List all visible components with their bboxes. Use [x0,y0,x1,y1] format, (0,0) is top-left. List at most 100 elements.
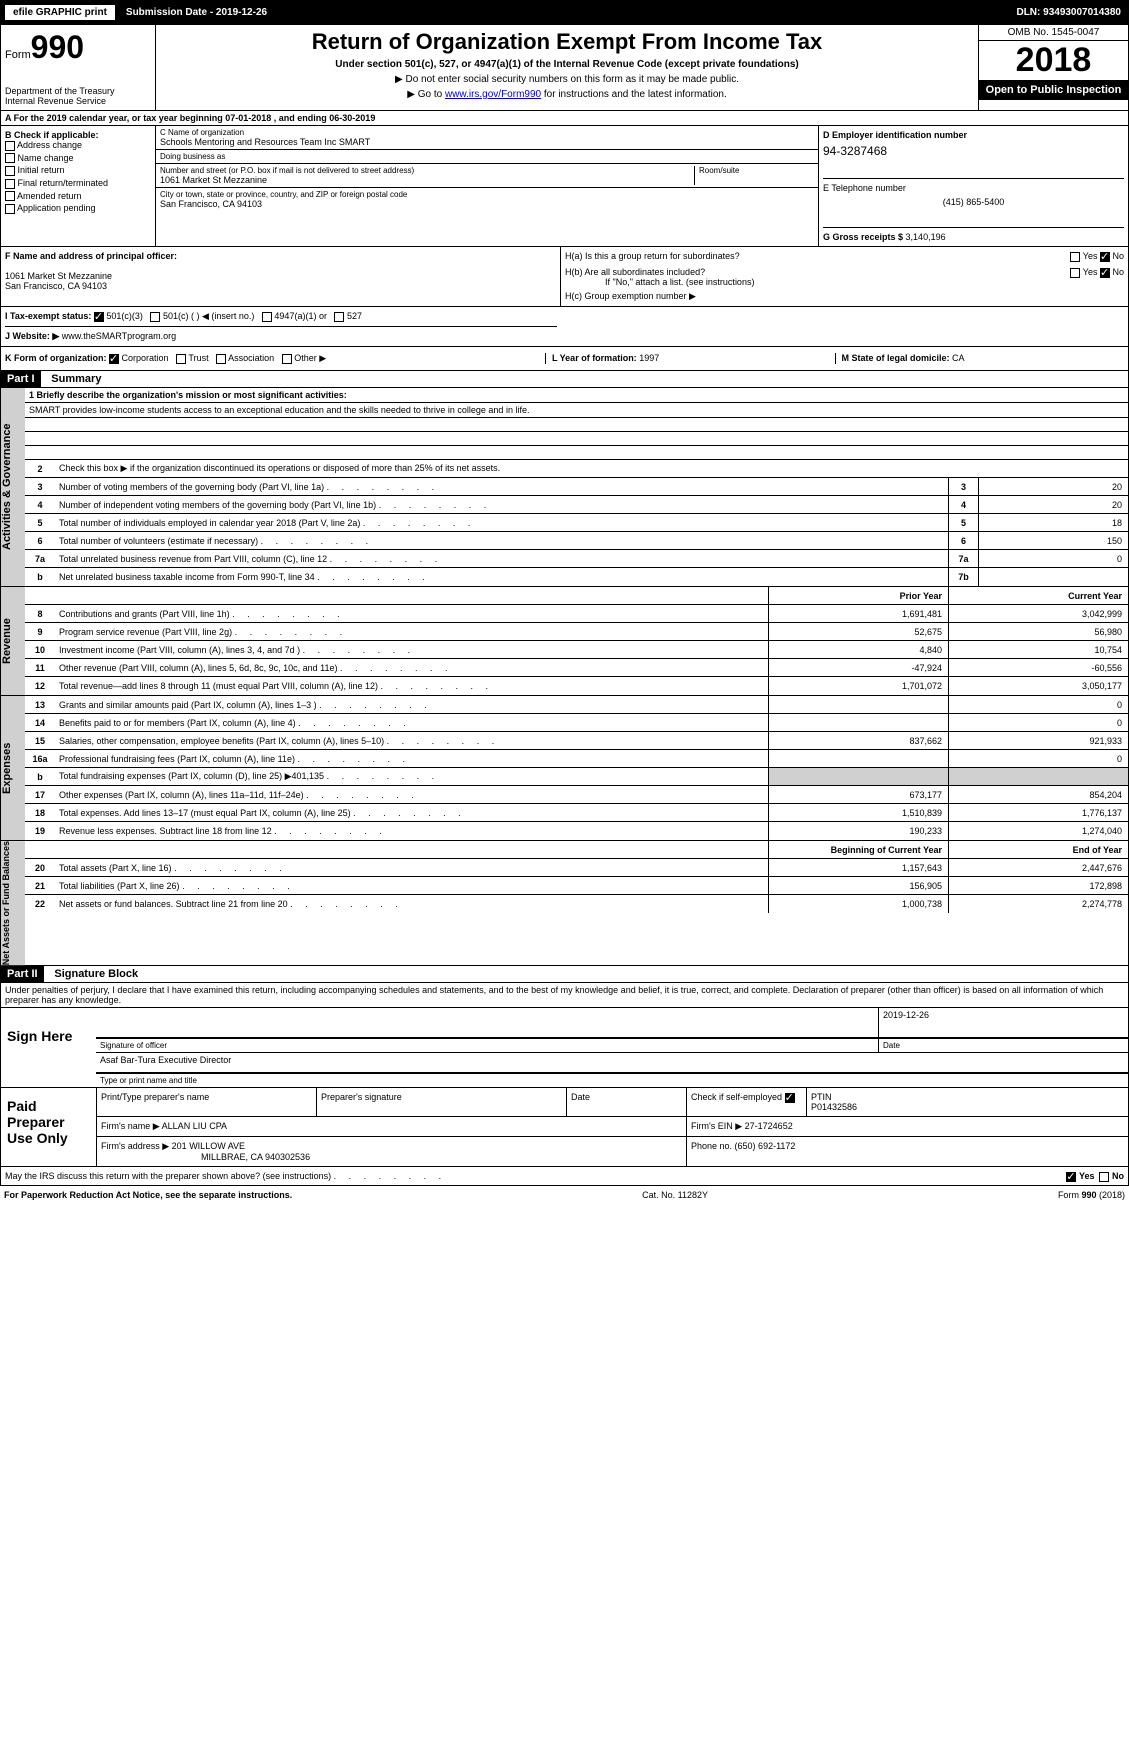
prior-year-header: Prior Year [768,587,948,604]
exp-line: 18Total expenses. Add lines 13–17 (must … [25,804,1128,822]
col-d: D Employer identification number 94-3287… [818,126,1128,246]
self-emp-checkbox[interactable] [785,1093,795,1103]
sign-date: 2019-12-26 [878,1008,1128,1037]
line2-text: Check this box ▶ if the organization dis… [59,463,500,473]
colb-checkbox[interactable] [5,204,15,214]
row-k: K Form of organization: Corporation Trus… [0,347,1129,371]
firm-addr2: MILLBRAE, CA 940302536 [201,1152,310,1162]
gov-line: 4Number of independent voting members of… [25,496,1128,514]
colb-item: Final return/terminated [5,178,151,189]
row-ij: I Tax-exempt status: 501(c)(3) 501(c) ( … [0,307,1129,347]
officer-label: F Name and address of principal officer: [5,251,556,261]
exp-line: 17Other expenses (Part IX, column (A), l… [25,786,1128,804]
rev-line: 11Other revenue (Part VIII, column (A), … [25,659,1128,677]
col-b: B Check if applicable: Address change Na… [1,126,156,246]
assoc-checkbox[interactable] [216,354,226,364]
exp-line: 14Benefits paid to or for members (Part … [25,714,1128,732]
gross-label: G Gross receipts $ [823,232,906,242]
ha-no-checkbox[interactable] [1100,252,1110,262]
colb-item: Initial return [5,165,151,176]
form-note1: ▶ Do not enter social security numbers o… [160,74,974,85]
firm-addr1: 201 WILLOW AVE [172,1141,245,1151]
part1-badge: Part I [1,371,41,387]
name-label: C Name of organization [160,128,814,137]
firm-ein: 27-1724652 [745,1121,793,1131]
opt-assoc: Association [228,353,274,363]
colb-item: Amended return [5,191,151,202]
other-checkbox[interactable] [282,354,292,364]
footer-left: For Paperwork Reduction Act Notice, see … [4,1190,292,1200]
officer-addr1: 1061 Market St Mezzanine [5,271,556,281]
footer: For Paperwork Reduction Act Notice, see … [0,1186,1129,1204]
irs-link[interactable]: www.irs.gov/Form990 [445,89,541,100]
na-line: 22Net assets or fund balances. Subtract … [25,895,1128,913]
perjury-text: Under penalties of perjury, I declare th… [1,983,1128,1008]
opt-other: Other ▶ [294,353,326,363]
rev-line: 12Total revenue—add lines 8 through 11 (… [25,677,1128,695]
firm-name: ALLAN LIU CPA [162,1121,227,1131]
501c3-checkbox[interactable] [94,312,104,322]
mission-blank1 [25,418,1128,432]
opt-trust: Trust [188,353,208,363]
colb-checkbox[interactable] [5,191,15,201]
part1-header: Part I Summary [0,371,1129,388]
527-checkbox[interactable] [334,312,344,322]
netassets-section: Net Assets or Fund Balances Beginning of… [0,841,1129,966]
501c-checkbox[interactable] [150,312,160,322]
hb-yes-checkbox[interactable] [1070,268,1080,278]
colb-checkbox[interactable] [5,141,15,151]
discuss-yes-checkbox[interactable] [1066,1172,1076,1182]
efile-button[interactable]: efile GRAPHIC print [4,4,116,21]
colb-checkbox[interactable] [5,166,15,176]
note2a: ▶ Go to [407,89,445,100]
officer-addr2: San Francisco, CA 94103 [5,281,556,291]
netassets-label: Net Assets or Fund Balances [1,841,25,965]
colb-header: B Check if applicable: [5,130,151,140]
form-num: 990 [31,29,84,65]
sig-date-label: Date [878,1038,1128,1052]
rev-line: 8Contributions and grants (Part VIII, li… [25,605,1128,623]
beg-year-header: Beginning of Current Year [768,841,948,858]
ha-yes-checkbox[interactable] [1070,252,1080,262]
row-f: F Name and address of principal officer:… [0,247,1129,307]
tax-year: 2018 [979,41,1128,80]
phone: (415) 865-5400 [823,197,1124,207]
4947-checkbox[interactable] [262,312,272,322]
colb-checkbox[interactable] [5,179,15,189]
part2-badge: Part II [1,966,44,982]
exp-line: 13Grants and similar amounts paid (Part … [25,696,1128,714]
corp-checkbox[interactable] [109,354,119,364]
form-subtitle: Under section 501(c), 527, or 4947(a)(1)… [160,59,974,70]
opt-corp: Corporation [122,353,169,363]
ptin-label: PTIN [811,1092,1124,1102]
firm-name-label: Firm's name ▶ [101,1121,160,1131]
opt-501c: 501(c) ( ) ◀ (insert no.) [163,311,254,321]
note2b: for instructions and the latest informat… [541,89,727,100]
state-domicile-label: M State of legal domicile: [842,353,953,363]
colb-checkbox[interactable] [5,153,15,163]
discuss-no-checkbox[interactable] [1099,1172,1109,1182]
dln: DLN: 93493007014380 [1016,7,1121,18]
line1-label: 1 Briefly describe the organization's mi… [29,390,347,400]
formorg-label: K Form of organization: [5,353,107,363]
state-domicile: CA [952,353,965,363]
year-formation-label: L Year of formation: [552,353,639,363]
form-label: Form [5,49,31,61]
trust-checkbox[interactable] [176,354,186,364]
header-bar: efile GRAPHIC print Submission Date - 20… [0,0,1129,24]
rev-line: 10Investment income (Part VIII, column (… [25,641,1128,659]
paid-preparer: Paid Preparer Use Only Print/Type prepar… [0,1088,1129,1167]
footer-right: Form 990 (2018) [1058,1190,1125,1200]
open-public: Open to Public Inspection [979,80,1128,100]
street: 1061 Market St Mezzanine [160,175,694,185]
hb-no-checkbox[interactable] [1100,268,1110,278]
ha: H(a) Is this a group return for subordin… [565,251,740,261]
firm-ein-label: Firm's EIN ▶ [691,1121,742,1131]
na-line: 21Total liabilities (Part X, line 26)156… [25,877,1128,895]
revenue-label: Revenue [1,587,25,695]
gov-line: 3Number of voting members of the governi… [25,478,1128,496]
colb-item: Application pending [5,203,151,214]
expenses-label: Expenses [1,696,25,840]
expenses-section: Expenses 13Grants and similar amounts pa… [0,696,1129,841]
paid-prep-label: Paid Preparer Use Only [1,1088,96,1166]
